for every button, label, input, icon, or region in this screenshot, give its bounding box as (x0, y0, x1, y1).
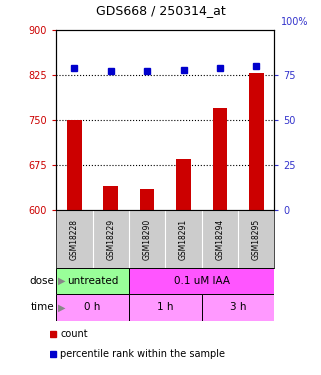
Text: count: count (60, 329, 88, 339)
Text: 0 h: 0 h (84, 303, 101, 312)
Text: GSM18228: GSM18228 (70, 219, 79, 260)
Text: GSM18229: GSM18229 (106, 219, 115, 260)
Text: percentile rank within the sample: percentile rank within the sample (60, 350, 225, 359)
Bar (56, 268, 129, 294)
Text: GSM18295: GSM18295 (252, 218, 261, 259)
Text: GDS668 / 250314_at: GDS668 / 250314_at (96, 4, 225, 17)
Text: 3 h: 3 h (230, 303, 246, 312)
Text: dose: dose (30, 276, 55, 286)
Bar (129, 268, 274, 294)
Text: 100%: 100% (282, 17, 309, 27)
Bar (129, 294, 202, 321)
Text: ▶: ▶ (58, 303, 65, 312)
Text: GSM18294: GSM18294 (215, 218, 224, 259)
Text: time: time (31, 303, 55, 312)
Text: untreated: untreated (67, 276, 118, 286)
Bar (213, 108, 227, 210)
Bar (140, 189, 154, 210)
Text: 1 h: 1 h (157, 303, 174, 312)
Bar (202, 294, 274, 321)
Text: GSM18290: GSM18290 (143, 218, 152, 259)
Bar (67, 120, 82, 210)
Text: GSM18291: GSM18291 (179, 219, 188, 260)
Bar (103, 186, 118, 210)
Bar (56, 294, 129, 321)
Text: ▶: ▶ (58, 276, 65, 286)
Bar (176, 159, 191, 210)
Bar (249, 73, 264, 210)
Text: 0.1 uM IAA: 0.1 uM IAA (174, 276, 230, 286)
